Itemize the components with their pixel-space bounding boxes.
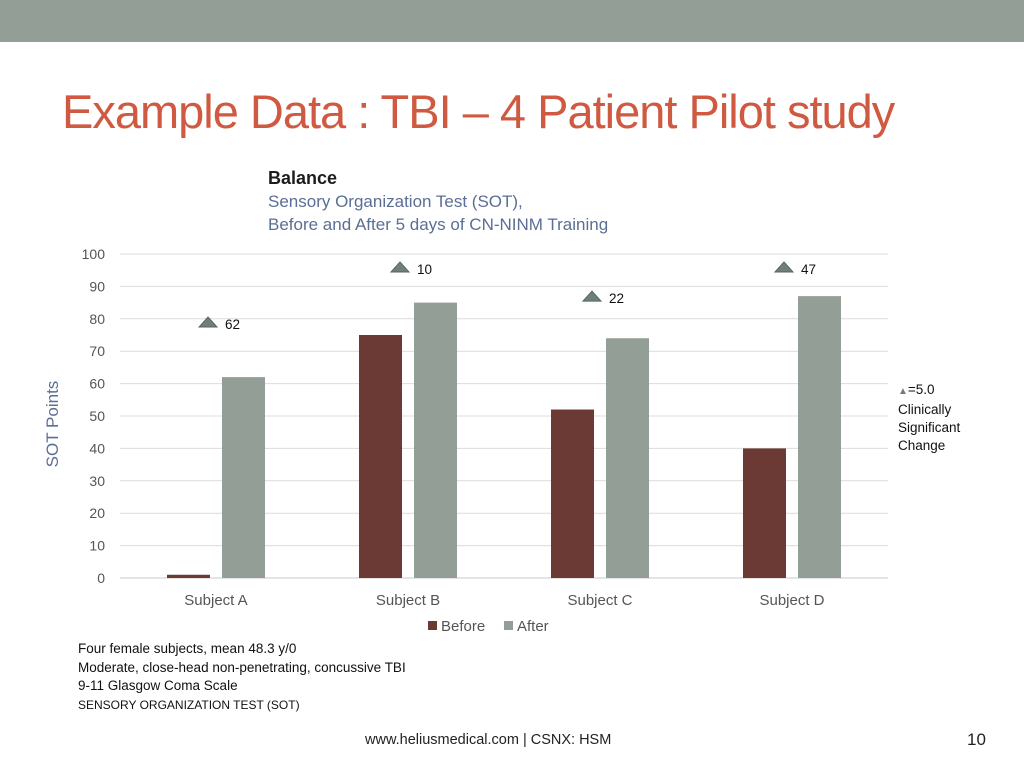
y-tick-label: 0 bbox=[97, 570, 105, 586]
page-number: 10 bbox=[967, 730, 986, 749]
y-tick-label: 50 bbox=[89, 408, 105, 424]
y-tick-label: 30 bbox=[89, 473, 105, 489]
y-tick-label: 20 bbox=[89, 505, 105, 521]
bar-before-4 bbox=[743, 448, 786, 578]
annotation-label: 22 bbox=[609, 291, 624, 306]
y-tick-label: 40 bbox=[89, 440, 105, 456]
y-tick-label: 90 bbox=[89, 278, 105, 294]
footnote-tbi-type: Moderate, close-head non-penetrating, co… bbox=[78, 659, 406, 675]
slide-title: Example Data : TBI – 4 Patient Pilot stu… bbox=[62, 85, 895, 138]
legend-label-after: After bbox=[517, 618, 549, 635]
annotation-label: 62 bbox=[225, 317, 240, 332]
legend-label-before: Before bbox=[441, 618, 485, 635]
y-tick-label: 10 bbox=[89, 538, 105, 554]
note-line-4: Change bbox=[898, 438, 946, 453]
footnote-subjects: Four female subjects, mean 48.3 y/0 bbox=[78, 641, 297, 656]
chart-heading: Balance Sensory Organization Test (SOT),… bbox=[268, 167, 608, 236]
footnote-sot: SENSORY ORGANIZATION TEST (SOT) bbox=[78, 697, 300, 712]
bar-after-2 bbox=[414, 302, 457, 578]
bar-after-4 bbox=[798, 296, 841, 578]
triangle-marker-icon bbox=[389, 261, 411, 273]
annotation-label: 10 bbox=[417, 262, 432, 277]
legend-swatch-before bbox=[428, 621, 437, 630]
y-tick-label: 80 bbox=[89, 311, 105, 327]
y-tick-label: 70 bbox=[89, 343, 105, 359]
note-line-3: Significant bbox=[898, 420, 961, 435]
y-tick-label: 100 bbox=[82, 246, 106, 262]
triangle-marker-icon bbox=[581, 290, 603, 302]
footer-url: www.heliusmedical.com | CSNX: HSM bbox=[365, 732, 612, 748]
chart-heading-title: Balance bbox=[268, 168, 338, 188]
annotation-label: 47 bbox=[801, 262, 816, 277]
triangle-marker-icon: ▲ bbox=[898, 386, 908, 397]
y-axis-label: SOT Points bbox=[43, 381, 62, 468]
clinical-significance-note: ▲=5.0 Clinically Significant Change bbox=[898, 381, 960, 455]
y-tick-label: 60 bbox=[89, 376, 105, 392]
bar-before-1 bbox=[167, 574, 210, 578]
legend-swatch-after bbox=[504, 621, 513, 630]
bar-before-3 bbox=[551, 409, 594, 578]
x-tick-label: Subject C bbox=[567, 592, 632, 609]
x-tick-label: Subject D bbox=[759, 592, 824, 609]
bar-after-3 bbox=[606, 338, 649, 578]
chart-heading-subtitle-1: Sensory Organization Test (SOT), bbox=[268, 192, 523, 211]
footnote-glasgow: 9-11 Glasgow Coma Scale bbox=[78, 678, 238, 693]
note-line-1: =5.0 bbox=[907, 382, 935, 397]
bar-after-1 bbox=[222, 377, 265, 578]
study-footnotes: Four female subjects, mean 48.3 y/0 Mode… bbox=[78, 640, 406, 714]
x-tick-label: Subject B bbox=[376, 592, 440, 609]
triangle-marker-icon bbox=[197, 316, 219, 328]
note-line-2: Clinically bbox=[898, 402, 952, 417]
top-banner bbox=[0, 0, 1024, 42]
triangle-marker-icon bbox=[773, 261, 795, 273]
chart-heading-subtitle-2: Before and After 5 days of CN-NINM Train… bbox=[268, 215, 609, 234]
bar-before-2 bbox=[359, 335, 402, 578]
x-tick-label: Subject A bbox=[184, 592, 247, 609]
